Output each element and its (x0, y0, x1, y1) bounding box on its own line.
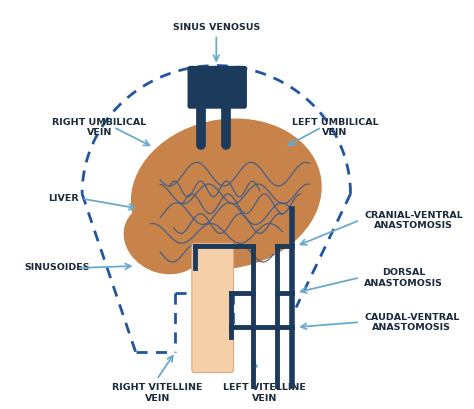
Text: LEFT VITELLINE
VEIN: LEFT VITELLINE VEIN (223, 383, 306, 403)
Text: DORSAL
ANASTOMOSIS: DORSAL ANASTOMOSIS (364, 268, 443, 288)
Text: LIVER: LIVER (48, 194, 78, 203)
Ellipse shape (131, 119, 321, 269)
Text: RIGHT VITELLINE
VEIN: RIGHT VITELLINE VEIN (112, 383, 202, 403)
Text: CRANIAL-VENTRAL
ANASTOMOSIS: CRANIAL-VENTRAL ANASTOMOSIS (364, 211, 463, 230)
Text: SINUSOIDES: SINUSOIDES (25, 263, 91, 272)
Text: CAUDAL-VENTRAL
ANASTOMOSIS: CAUDAL-VENTRAL ANASTOMOSIS (364, 312, 459, 332)
FancyBboxPatch shape (192, 243, 234, 373)
Text: LEFT UMBILICAL
VEIN: LEFT UMBILICAL VEIN (292, 118, 378, 137)
FancyBboxPatch shape (188, 67, 246, 108)
Text: SINUS VENOSUS: SINUS VENOSUS (173, 23, 260, 32)
Ellipse shape (124, 203, 205, 274)
Text: RIGHT UMBILICAL
VEIN: RIGHT UMBILICAL VEIN (52, 118, 146, 137)
